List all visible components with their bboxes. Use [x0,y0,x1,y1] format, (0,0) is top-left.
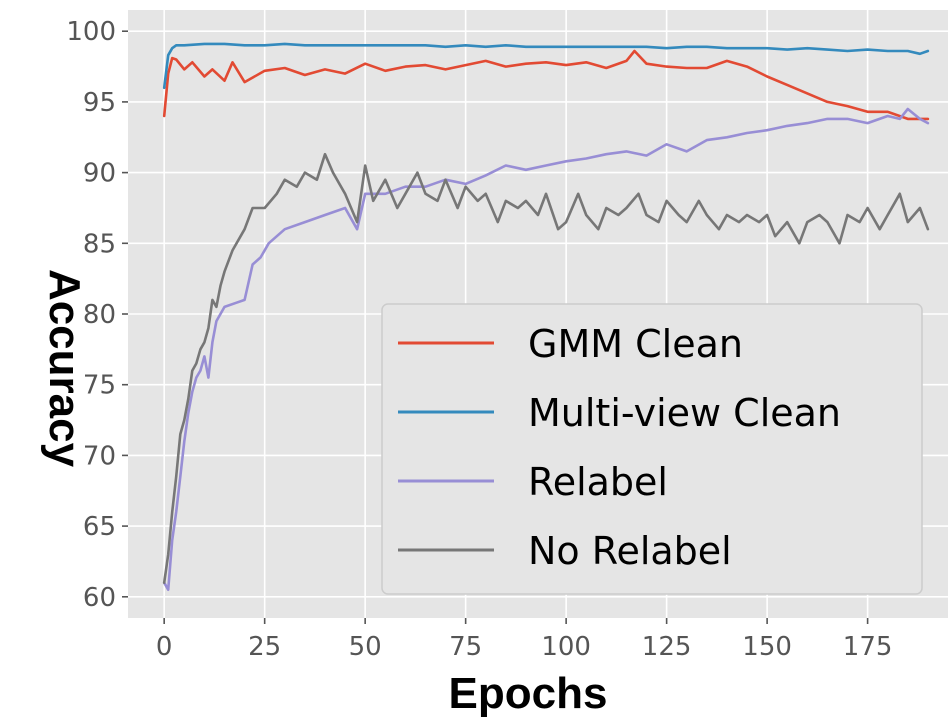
x-tick-label: 50 [349,632,382,662]
x-tick-label: 0 [156,632,173,662]
legend: GMM Clean Multi-view Clean Relabel No Re… [381,303,923,595]
y-tick-label: 100 [66,17,116,47]
legend-label-relabel: Relabel [528,460,668,504]
x-tick-label: 150 [742,632,792,662]
series-lines [162,42,930,592]
legend-label-multi-view-clean: Multi-view Clean [528,391,841,435]
x-tick-label: 25 [248,632,281,662]
y-tick-label: 60 [83,583,116,613]
y-tick-label: 90 [83,159,116,189]
legend-label-no-relabel: No Relabel [528,529,732,573]
y-tick-label: 70 [83,441,116,471]
x-tick-label: 75 [449,632,482,662]
legend-box [381,303,923,595]
series-line-multi-view-clean [162,42,930,90]
y-tick-label: 80 [83,300,116,330]
series-line-no-relabel [162,152,930,585]
x-tick-label: 100 [541,632,591,662]
y-axis-title: Accuracy [40,269,89,468]
x-tick-label: 175 [843,632,893,662]
y-tick-label: 95 [83,88,116,118]
y-tick-label: 65 [83,512,116,542]
series-line-relabel [162,107,930,592]
legend-label-gmm-clean: GMM Clean [528,322,743,366]
y-tick-label: 75 [83,371,116,401]
x-axis-title: Epochs [449,669,608,718]
tick-labels: 0 25 50 75 100 125 150 175 60 65 70 75 80 85 90 95 100 [66,17,892,662]
y-tick-label: 85 [83,229,116,259]
series-line-gmm-clean [162,49,930,121]
x-tick-label: 125 [642,632,692,662]
